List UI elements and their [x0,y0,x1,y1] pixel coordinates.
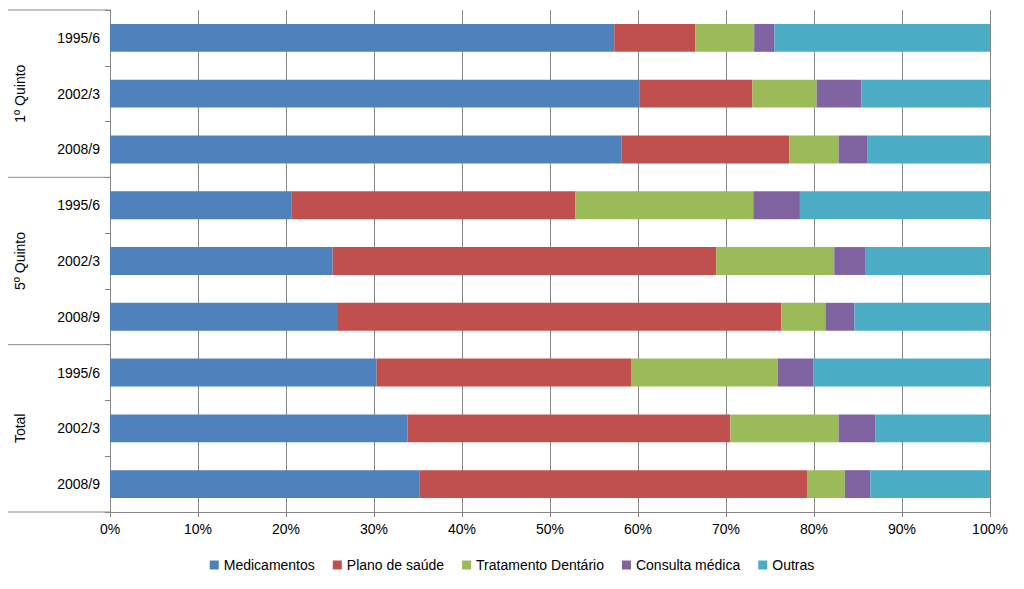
svg-text:Outras: Outras [772,557,814,573]
svg-text:70%: 70% [712,521,740,537]
svg-text:2002/3: 2002/3 [57,420,100,436]
svg-text:Medicamentos: Medicamentos [224,557,315,573]
svg-text:90%: 90% [888,521,916,537]
svg-text:Total: Total [12,414,28,444]
svg-text:40%: 40% [448,521,476,537]
svg-text:80%: 80% [800,521,828,537]
svg-text:Tratamento Dentário: Tratamento Dentário [476,557,604,573]
svg-text:2002/3: 2002/3 [57,86,100,102]
svg-text:2002/3: 2002/3 [57,253,100,269]
svg-text:Plano de saúde: Plano de saúde [347,557,445,573]
svg-text:2008/9: 2008/9 [57,476,100,492]
svg-text:2008/9: 2008/9 [57,309,100,325]
svg-text:1º Quinto: 1º Quinto [12,64,28,122]
svg-text:1995/6: 1995/6 [57,365,100,381]
svg-text:Consulta médica: Consulta médica [636,557,740,573]
svg-text:100%: 100% [972,521,1008,537]
svg-text:30%: 30% [360,521,388,537]
svg-text:2008/9: 2008/9 [57,141,100,157]
svg-text:60%: 60% [624,521,652,537]
svg-text:1995/6: 1995/6 [57,197,100,213]
svg-text:1995/6: 1995/6 [57,30,100,46]
svg-text:10%: 10% [184,521,212,537]
svg-text:20%: 20% [272,521,300,537]
svg-text:5º Quinto: 5º Quinto [12,232,28,290]
svg-text:0%: 0% [100,521,120,537]
svg-text:50%: 50% [536,521,564,537]
